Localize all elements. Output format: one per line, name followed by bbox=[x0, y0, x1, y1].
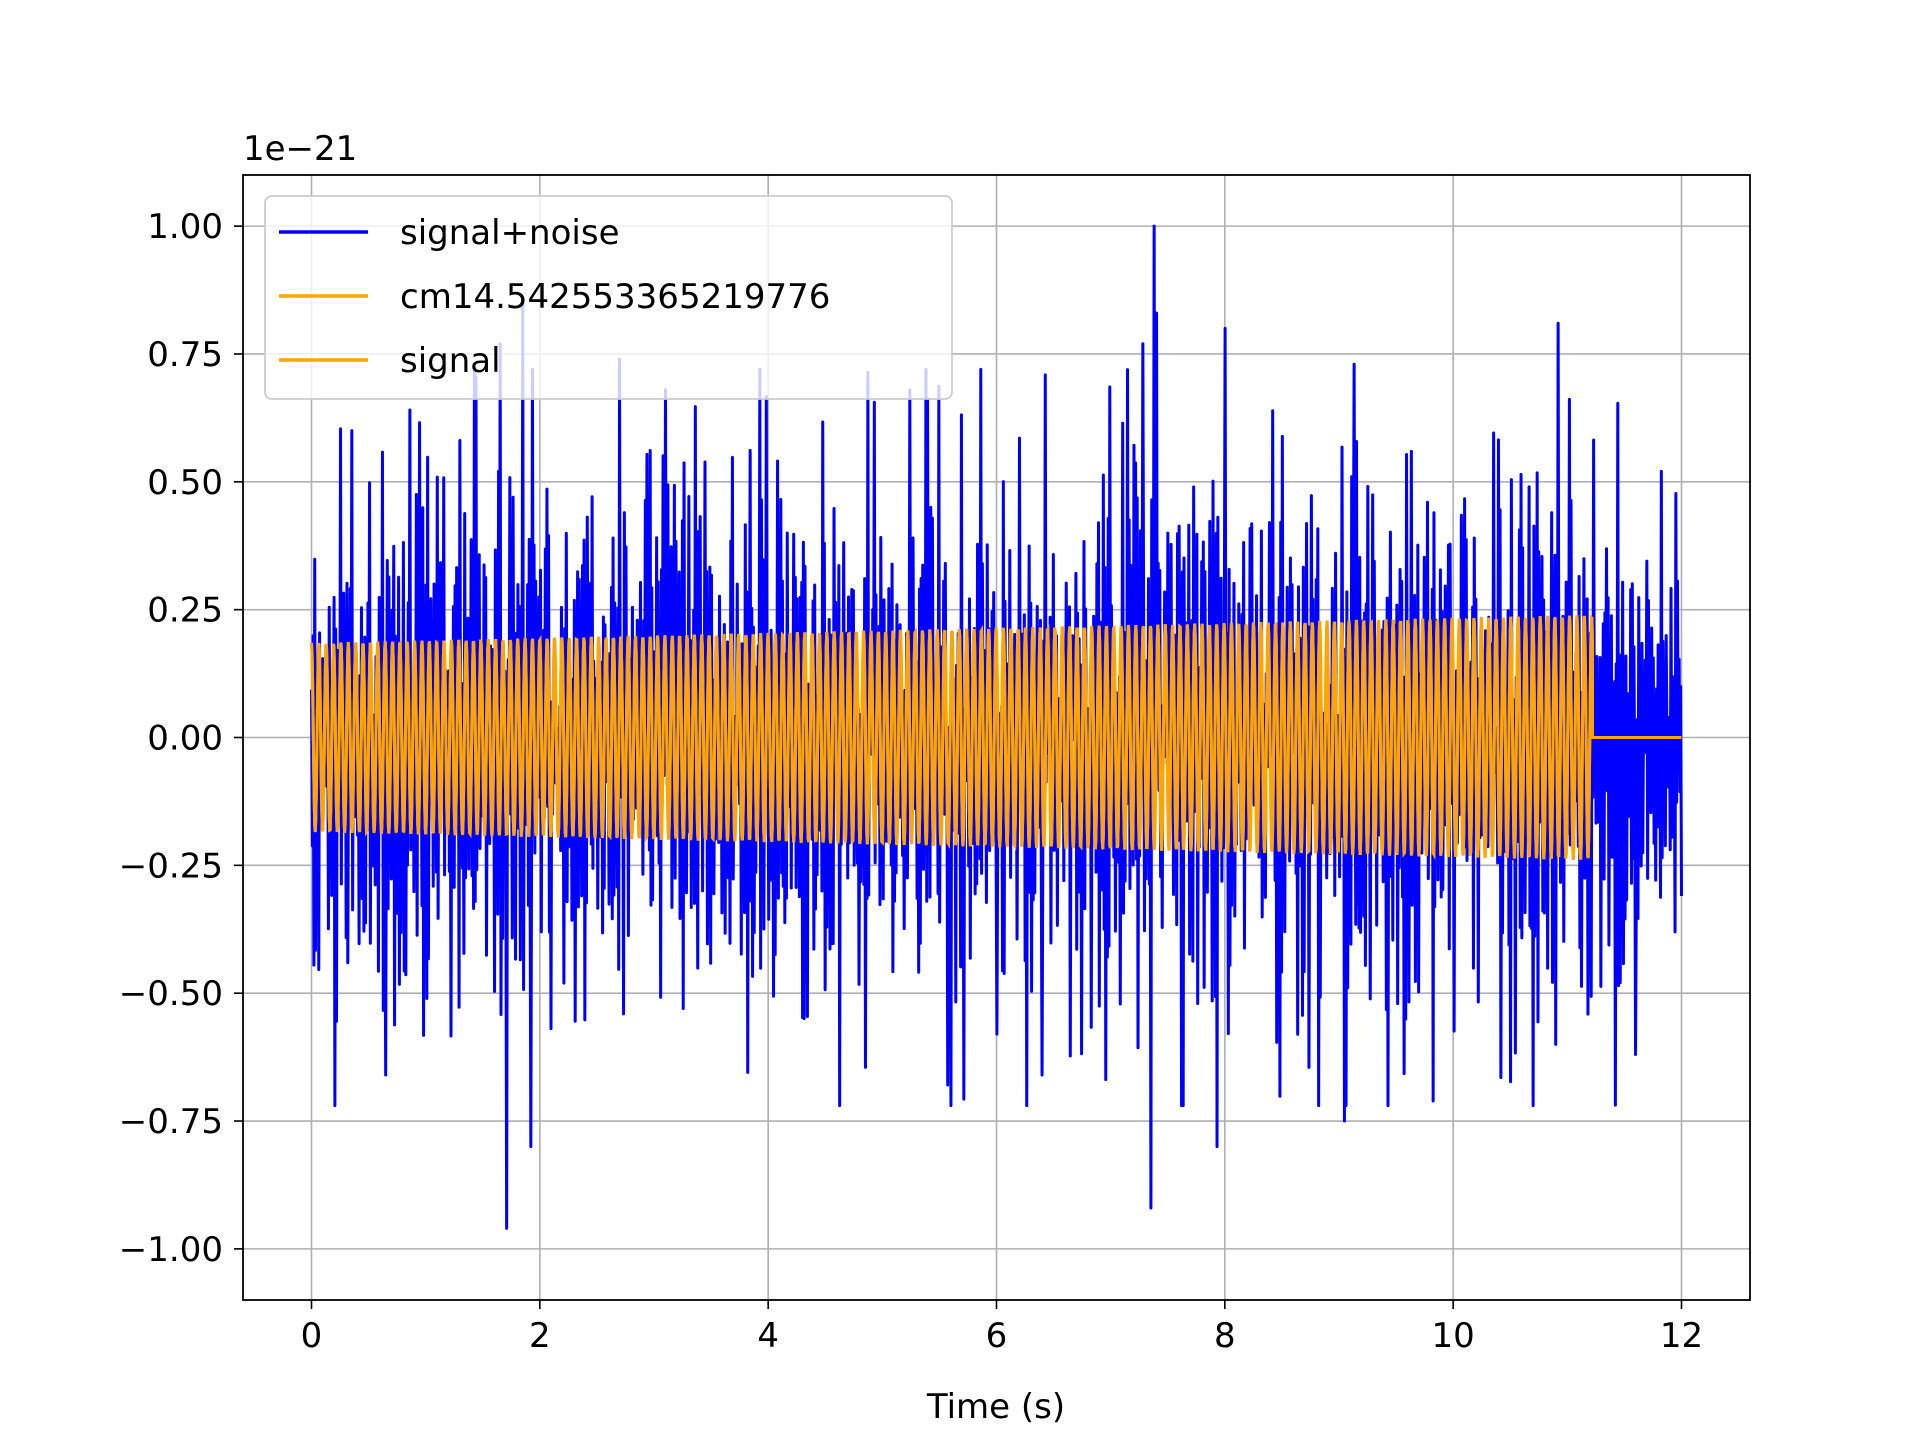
x-axis-label: Time (s) bbox=[926, 1387, 1065, 1427]
legend: signal+noise cm14.542553365219776 signal bbox=[264, 195, 953, 400]
series-layer bbox=[310, 224, 1683, 1230]
y-tick-label: 0.00 bbox=[147, 719, 223, 759]
y-offset-label: 1e−21 bbox=[243, 129, 357, 169]
legend-label: cm14.542553365219776 bbox=[400, 277, 830, 317]
x-tick-label: 6 bbox=[986, 1316, 1008, 1356]
x-tick-label: 10 bbox=[1432, 1316, 1475, 1356]
x-tick-label: 0 bbox=[301, 1316, 323, 1356]
x-tick-label: 8 bbox=[1214, 1316, 1236, 1356]
x-axis: 0 2 4 6 8 10 12 bbox=[301, 1300, 1703, 1356]
series-signal-line bbox=[310, 614, 1682, 860]
y-tick-label: 0.25 bbox=[147, 591, 223, 631]
x-tick-label: 2 bbox=[529, 1316, 551, 1356]
legend-frame bbox=[264, 195, 953, 400]
legend-label: signal bbox=[400, 341, 501, 381]
legend-label: signal+noise bbox=[400, 213, 620, 253]
y-tick-label: −0.75 bbox=[119, 1102, 223, 1142]
y-axis: 1.00 0.75 0.50 0.25 0.00 −0.25 −0.50 −0.75 −1.00 bbox=[119, 207, 243, 1270]
y-tick-label: −0.50 bbox=[119, 974, 223, 1014]
y-tick-label: −1.00 bbox=[119, 1230, 223, 1270]
y-tick-label: 0.50 bbox=[147, 463, 223, 503]
x-tick-label: 12 bbox=[1660, 1316, 1703, 1356]
y-tick-label: 0.75 bbox=[147, 335, 223, 375]
y-tick-label: −0.25 bbox=[119, 846, 223, 886]
x-tick-label: 4 bbox=[757, 1316, 779, 1356]
y-tick-label: 1.00 bbox=[147, 207, 223, 247]
